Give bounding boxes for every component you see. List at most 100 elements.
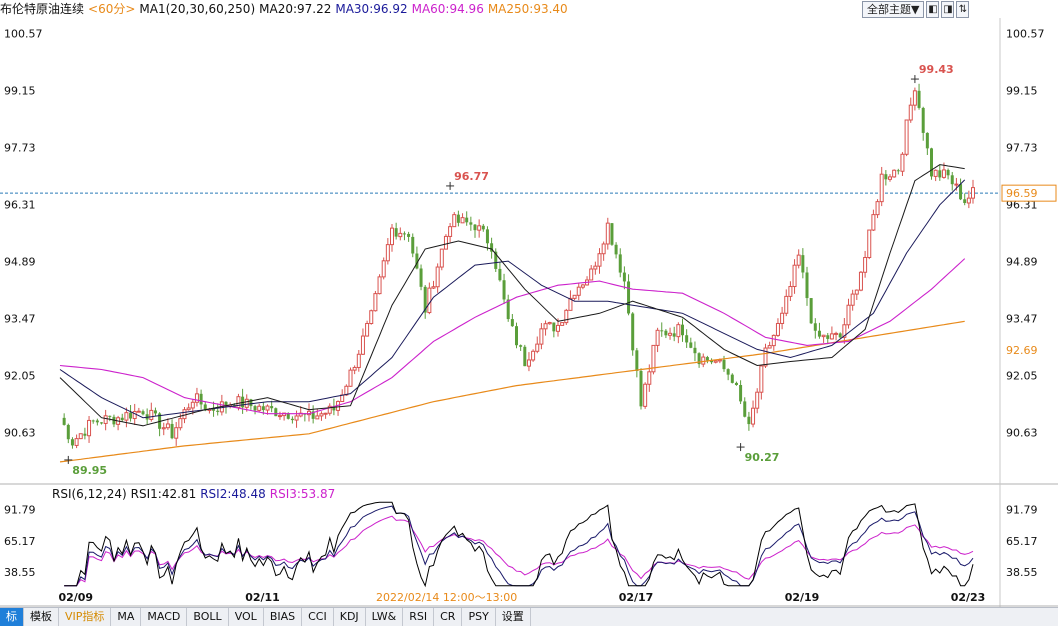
candle-up <box>452 214 457 228</box>
candle-up <box>892 169 897 178</box>
indicator-tab-bar: 标模板 VIP指标 MA MACD BOLL VOL BIAS CCI KDJ LW& RSI CR P… <box>0 607 1058 626</box>
tab-1[interactable]: 模板 <box>24 608 59 626</box>
extreme-label: 96.77 <box>454 170 489 183</box>
candle-up <box>784 295 789 314</box>
candle-up <box>560 322 565 326</box>
candle-up <box>713 360 718 363</box>
candle-up <box>526 359 531 367</box>
candle-down <box>212 409 216 411</box>
candle-down <box>635 350 639 371</box>
toggle-scale-icon[interactable]: ⇅ <box>956 1 970 18</box>
tab-14[interactable]: 设置 <box>496 608 531 626</box>
theme-dropdown-button[interactable]: 全部主题▼ <box>862 1 925 18</box>
tab-2[interactable]: VIP指标 <box>59 608 112 626</box>
tab-5[interactable]: BOLL <box>187 608 229 626</box>
candle-up <box>352 366 357 371</box>
candle-down <box>523 346 527 367</box>
candle-down <box>689 342 693 348</box>
left-price-tick: 97.73 <box>4 141 36 154</box>
candle-up <box>971 187 975 199</box>
candle-up <box>124 412 129 421</box>
candle-up <box>539 328 544 345</box>
candle-down <box>672 333 676 337</box>
candle-up <box>701 356 706 365</box>
date-tick-label: 02/23 <box>951 591 986 604</box>
candle-down <box>274 408 278 417</box>
candle-up <box>161 427 166 430</box>
candle-up <box>655 329 660 346</box>
layout-left-icon[interactable]: ◧ <box>926 1 940 18</box>
candle-down <box>622 272 626 282</box>
candle-up <box>879 173 884 203</box>
tab-0[interactable]: 标 <box>0 608 24 626</box>
candle-up <box>257 405 262 411</box>
candle-down <box>70 439 74 446</box>
extreme-label: 90.27 <box>745 451 780 464</box>
candle-up <box>282 412 287 417</box>
rsi3-value: RSI3:53.87 <box>269 487 336 501</box>
candle-down <box>627 281 631 314</box>
tab-7[interactable]: BIAS <box>264 608 303 626</box>
rsi2-value: RSI2:48.48 <box>200 487 266 501</box>
candle-down <box>697 353 701 365</box>
candle-down <box>224 401 228 407</box>
candle-up <box>771 334 776 347</box>
candle-up <box>605 222 610 245</box>
candle-up <box>535 343 540 352</box>
candle-up <box>580 284 585 288</box>
candle-up <box>149 409 154 420</box>
candle-up <box>277 415 282 418</box>
candle-up <box>858 271 863 291</box>
layout-right-icon[interactable]: ◨ <box>941 1 955 18</box>
candle-up <box>543 323 548 330</box>
left-price-tick: 99.15 <box>4 84 36 97</box>
candle-up <box>136 410 141 413</box>
ma250-price-label: 92.69 <box>1006 344 1038 357</box>
candle-down <box>91 420 95 422</box>
left-rsi-tick: 65.17 <box>4 535 36 548</box>
period-label[interactable]: <60分> <box>88 2 136 16</box>
price-chart[interactable]: 100.57 100.57 99.15 99.15 97.73 97.73 96.31 96.… <box>0 0 1058 607</box>
candle-down <box>722 359 726 370</box>
candle-up <box>755 391 760 409</box>
tab-8[interactable]: CCI <box>302 608 334 626</box>
candle-down <box>515 326 518 346</box>
tab-4[interactable]: MACD <box>141 608 188 626</box>
candle-up <box>875 201 880 216</box>
candle-up <box>912 90 917 106</box>
candle-up <box>589 268 594 281</box>
candle-up <box>74 438 79 446</box>
candle-up <box>244 398 249 408</box>
candle-up <box>186 407 191 411</box>
ma30-value: MA30:96.92 <box>335 2 408 16</box>
candle-up <box>319 413 324 417</box>
candle-down <box>469 222 473 225</box>
right-price-tick: 90.63 <box>1006 427 1038 440</box>
candle-down <box>411 236 415 254</box>
tab-13[interactable]: PSY <box>462 608 496 626</box>
rsi-name: RSI(6,12,24) <box>52 487 127 501</box>
tab-3[interactable]: MA <box>111 608 142 626</box>
tab-12[interactable]: CR <box>434 608 463 626</box>
tab-6[interactable]: VOL <box>229 608 264 626</box>
candle-down <box>485 229 489 244</box>
right-price-tick: 94.89 <box>1006 255 1038 268</box>
candle-down <box>705 357 709 361</box>
tab-9[interactable]: KDJ <box>334 608 366 626</box>
rsi-header: RSI(6,12,24) RSI1:42.81 RSI2:48.48 RSI3:53.… <box>52 486 339 502</box>
candle-down <box>261 406 265 411</box>
candle-up <box>477 225 482 231</box>
candle-up <box>398 232 403 238</box>
candle-down <box>809 298 813 324</box>
candle-down <box>216 410 220 412</box>
candle-up <box>174 427 179 439</box>
tab-10[interactable]: LW& <box>366 608 404 626</box>
left-price-tick: 92.05 <box>4 370 36 383</box>
candle-down <box>394 228 398 237</box>
candle-down <box>311 411 315 419</box>
tab-11[interactable]: RSI <box>403 608 435 626</box>
candle-up <box>759 365 764 393</box>
candle-up <box>572 294 577 299</box>
hover-time-label: 2022/02/14 12:00～13:00 <box>376 591 517 604</box>
candle-up <box>315 415 320 420</box>
